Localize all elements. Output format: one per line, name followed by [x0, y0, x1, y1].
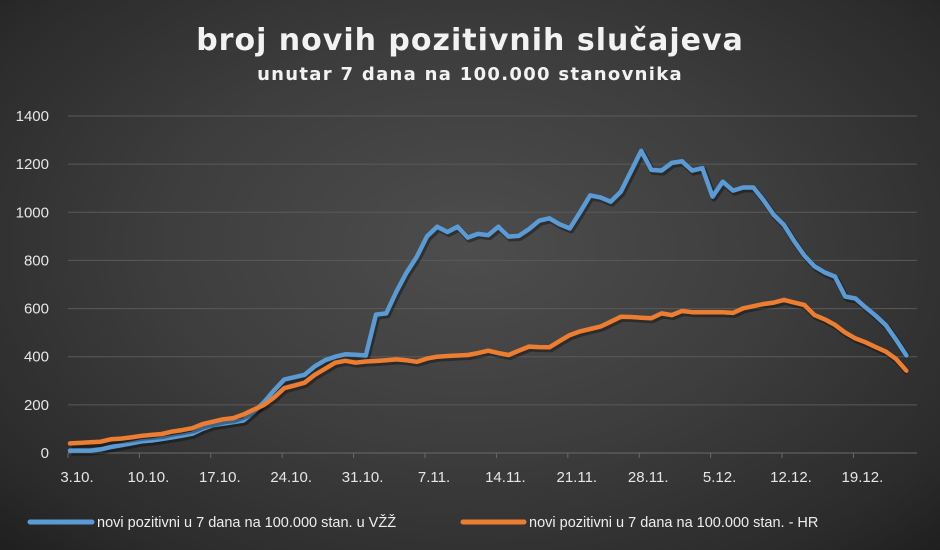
y-tick-label: 1400	[16, 108, 49, 125]
y-tick-label: 200	[24, 397, 49, 414]
y-tick-label: 0	[41, 445, 49, 462]
y-tick-label: 400	[24, 349, 49, 366]
series-lines	[67, 148, 911, 456]
legend-label-hr: novi pozitivni u 7 dana na 100.000 stan.…	[529, 515, 818, 531]
series-shadow	[71, 298, 911, 449]
x-tick-label: 10.10.	[128, 469, 170, 486]
x-tick-label: 3.10.	[60, 469, 93, 486]
x-tick-label: 5.12.	[703, 469, 736, 486]
y-tick-label: 800	[24, 252, 49, 269]
x-tick-label: 14.11.	[485, 469, 526, 486]
chart-subtitle: unutar 7 dana na 100.000 stanovnika	[257, 64, 683, 85]
x-tick-label: 24.10.	[270, 469, 312, 486]
x-tick-label: 19.12.	[842, 469, 884, 486]
x-tick-label: 28.11.	[628, 469, 669, 486]
x-tick-label: 31.10.	[342, 469, 384, 486]
y-tick-label: 600	[24, 301, 49, 318]
x-tick-label: 7.11.	[418, 469, 450, 486]
x-tick-label: 17.10.	[199, 469, 241, 486]
chart-title: broj novih pozitivnih slučajeva	[196, 23, 744, 58]
series-line-hr	[67, 297, 909, 446]
y-tick-label: 1000	[16, 204, 49, 221]
x-tick-label: 12.12.	[770, 469, 812, 486]
legend: novi pozitivni u 7 dana na 100.000 stan.…	[27, 514, 818, 531]
legend-label-vzz: novi pozitivni u 7 dana na 100.000 stan.…	[97, 514, 396, 531]
x-axis: 3.10. 10.10. 17.10. 24.10. 31.10. 7.11. 14.11.…	[60, 453, 883, 486]
gridlines	[68, 115, 917, 454]
y-tick-label: 1200	[16, 156, 49, 173]
x-tick-label: 21.11.	[557, 469, 598, 486]
y-axis: 0 200 400 600 800 1000 1200 1400	[16, 108, 49, 462]
